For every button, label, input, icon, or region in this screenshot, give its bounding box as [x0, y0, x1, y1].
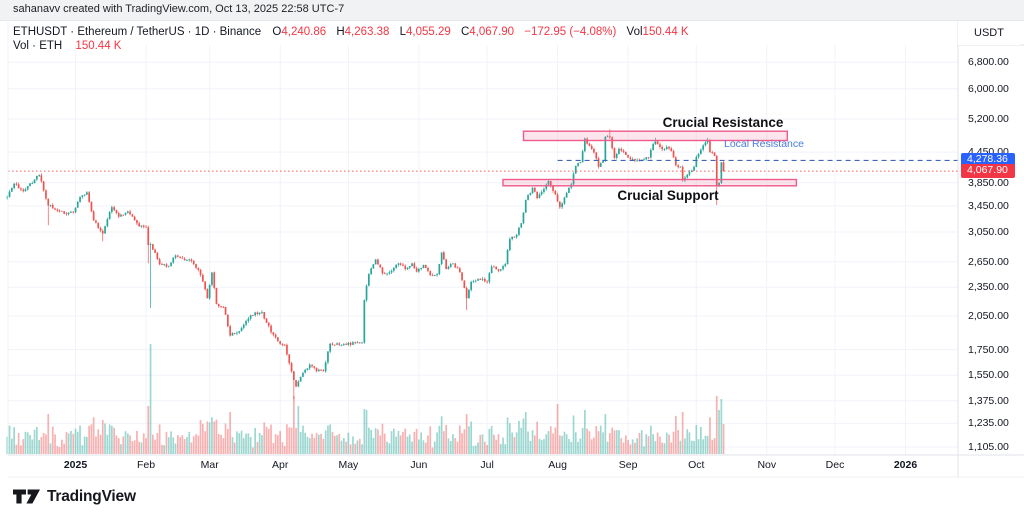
price-tick-label: 3,050.00: [968, 226, 1009, 238]
price-tick-label: 6,000.00: [968, 82, 1009, 95]
time-tick-label: Sep: [618, 459, 638, 471]
high-label: H: [336, 26, 345, 38]
price-tick-label: 2,650.00: [968, 255, 1009, 268]
time-tick-label: Nov: [757, 459, 777, 471]
time-tick-label: Apr: [272, 459, 289, 471]
price-tick-label: 1,235.00: [968, 417, 1009, 430]
time-tick-label: Aug: [548, 459, 567, 471]
local-resistance-label[interactable]: Local Resistance: [724, 138, 804, 150]
symbol-legend-row: ETHUSDT · Ethereum / TetherUS · 1D · Bin…: [13, 26, 689, 38]
attribution-bar: sahanavv created with TradingView.com, O…: [0, 0, 1024, 21]
high-value: 4,263.38: [344, 26, 390, 38]
volume-study-title[interactable]: Vol · ETH: [13, 40, 63, 52]
low-label: L: [399, 26, 407, 38]
time-axis[interactable]: 2025 Feb Mar Apr May Jun Jul Aug Sep Oct Nov Dec 202…: [0, 459, 958, 475]
price-tick-label: 3,450.00: [968, 199, 1009, 212]
symbol-title[interactable]: ETHUSDT · Ethereum / TetherUS · 1D · Bin…: [13, 26, 262, 38]
volume-legend-row: Vol · ETH 150.44 K: [13, 40, 121, 52]
price-tick-label: 1,375.00: [968, 394, 1009, 407]
time-tick-label: Feb: [136, 459, 156, 471]
price-tick-label: 1,105.00: [968, 441, 1009, 453]
time-tick-label: Mar: [200, 459, 219, 471]
price-tick-label: 2,350.00: [968, 281, 1009, 294]
volume-study-value: 150.44 K: [75, 40, 122, 52]
crucial-resistance-label[interactable]: Crucial Resistance: [662, 115, 784, 130]
price-tick-label: 3,850.00: [968, 176, 1009, 189]
crucial-support-label[interactable]: Crucial Support: [617, 188, 719, 203]
volume-label: Vol: [626, 26, 643, 38]
price-tick-label: 2,050.00: [968, 310, 1009, 323]
volume-value: 150.44 K: [642, 26, 689, 38]
price-axis-currency[interactable]: USDT: [958, 21, 1020, 45]
price-chip-last-price: 4,067.90: [961, 164, 1015, 178]
tradingview-logo-icon: [13, 487, 40, 506]
time-tick-label: Jun: [410, 459, 428, 471]
price-tick-label: 1,550.00: [968, 369, 1009, 382]
time-tick-label: Oct: [688, 459, 705, 471]
time-tick-label: Jul: [480, 459, 494, 471]
low-value: 4,055.29: [406, 26, 451, 38]
price-chip-local-resistance: 4,278.36: [961, 153, 1015, 167]
attribution-text: sahanavv created with TradingView.com, O…: [13, 3, 345, 15]
price-tick-label: 5,200.00: [968, 113, 1009, 126]
time-tick-label: May: [338, 459, 359, 471]
open-label: O: [272, 26, 282, 38]
tradingview-logo-text: TradingView: [47, 487, 136, 505]
close-value: 4,067.90: [469, 26, 515, 38]
time-tick-label: Dec: [825, 459, 845, 471]
change-value: −172.95 (−4.08%): [524, 26, 617, 38]
price-tick-label: 1,750.00: [968, 343, 1009, 356]
close-label: C: [460, 26, 470, 38]
price-tick-label: 6,800.00: [968, 56, 1009, 69]
time-tick-label: 2026: [893, 459, 918, 471]
tradingview-logo[interactable]: TradingView: [13, 487, 136, 506]
time-tick-label: 2025: [63, 459, 88, 471]
open-value: 4,240.86: [281, 26, 327, 38]
